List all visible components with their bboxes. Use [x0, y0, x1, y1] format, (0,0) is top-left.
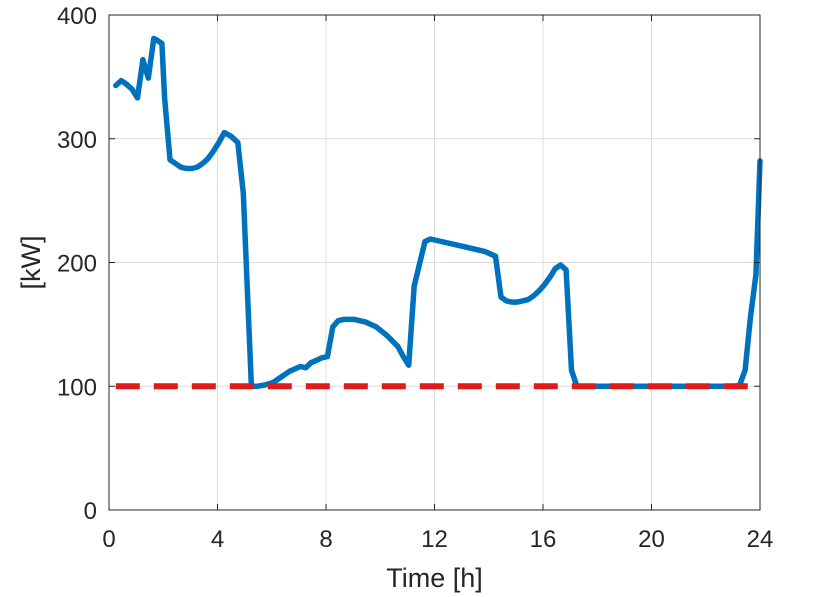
y-tick-label: 100: [57, 374, 97, 401]
y-tick-label: 400: [57, 3, 97, 30]
y-tick-labels: 0 100 200 300 400: [57, 3, 97, 525]
grid: [109, 15, 760, 510]
series-line: [113, 35, 763, 390]
y-axis-label: [kW]: [16, 236, 46, 290]
x-tick-label: 0: [102, 526, 115, 553]
x-tick-label: 4: [211, 526, 224, 553]
tick-marks: [108, 14, 761, 511]
x-axis-label: Time [h]: [386, 563, 483, 593]
y-tick-label: 200: [57, 251, 97, 278]
y-tick-label: 0: [84, 498, 97, 525]
x-tick-label: 24: [747, 526, 774, 553]
series-layer: [113, 35, 763, 390]
x-tick-labels: 0 4 8 12 16 20 24: [102, 526, 773, 553]
x-tick-label: 8: [319, 526, 332, 553]
y-tick-label: 300: [57, 127, 97, 154]
x-tick-label: 16: [530, 526, 557, 553]
x-tick-label: 20: [638, 526, 665, 553]
x-tick-label: 12: [421, 526, 448, 553]
